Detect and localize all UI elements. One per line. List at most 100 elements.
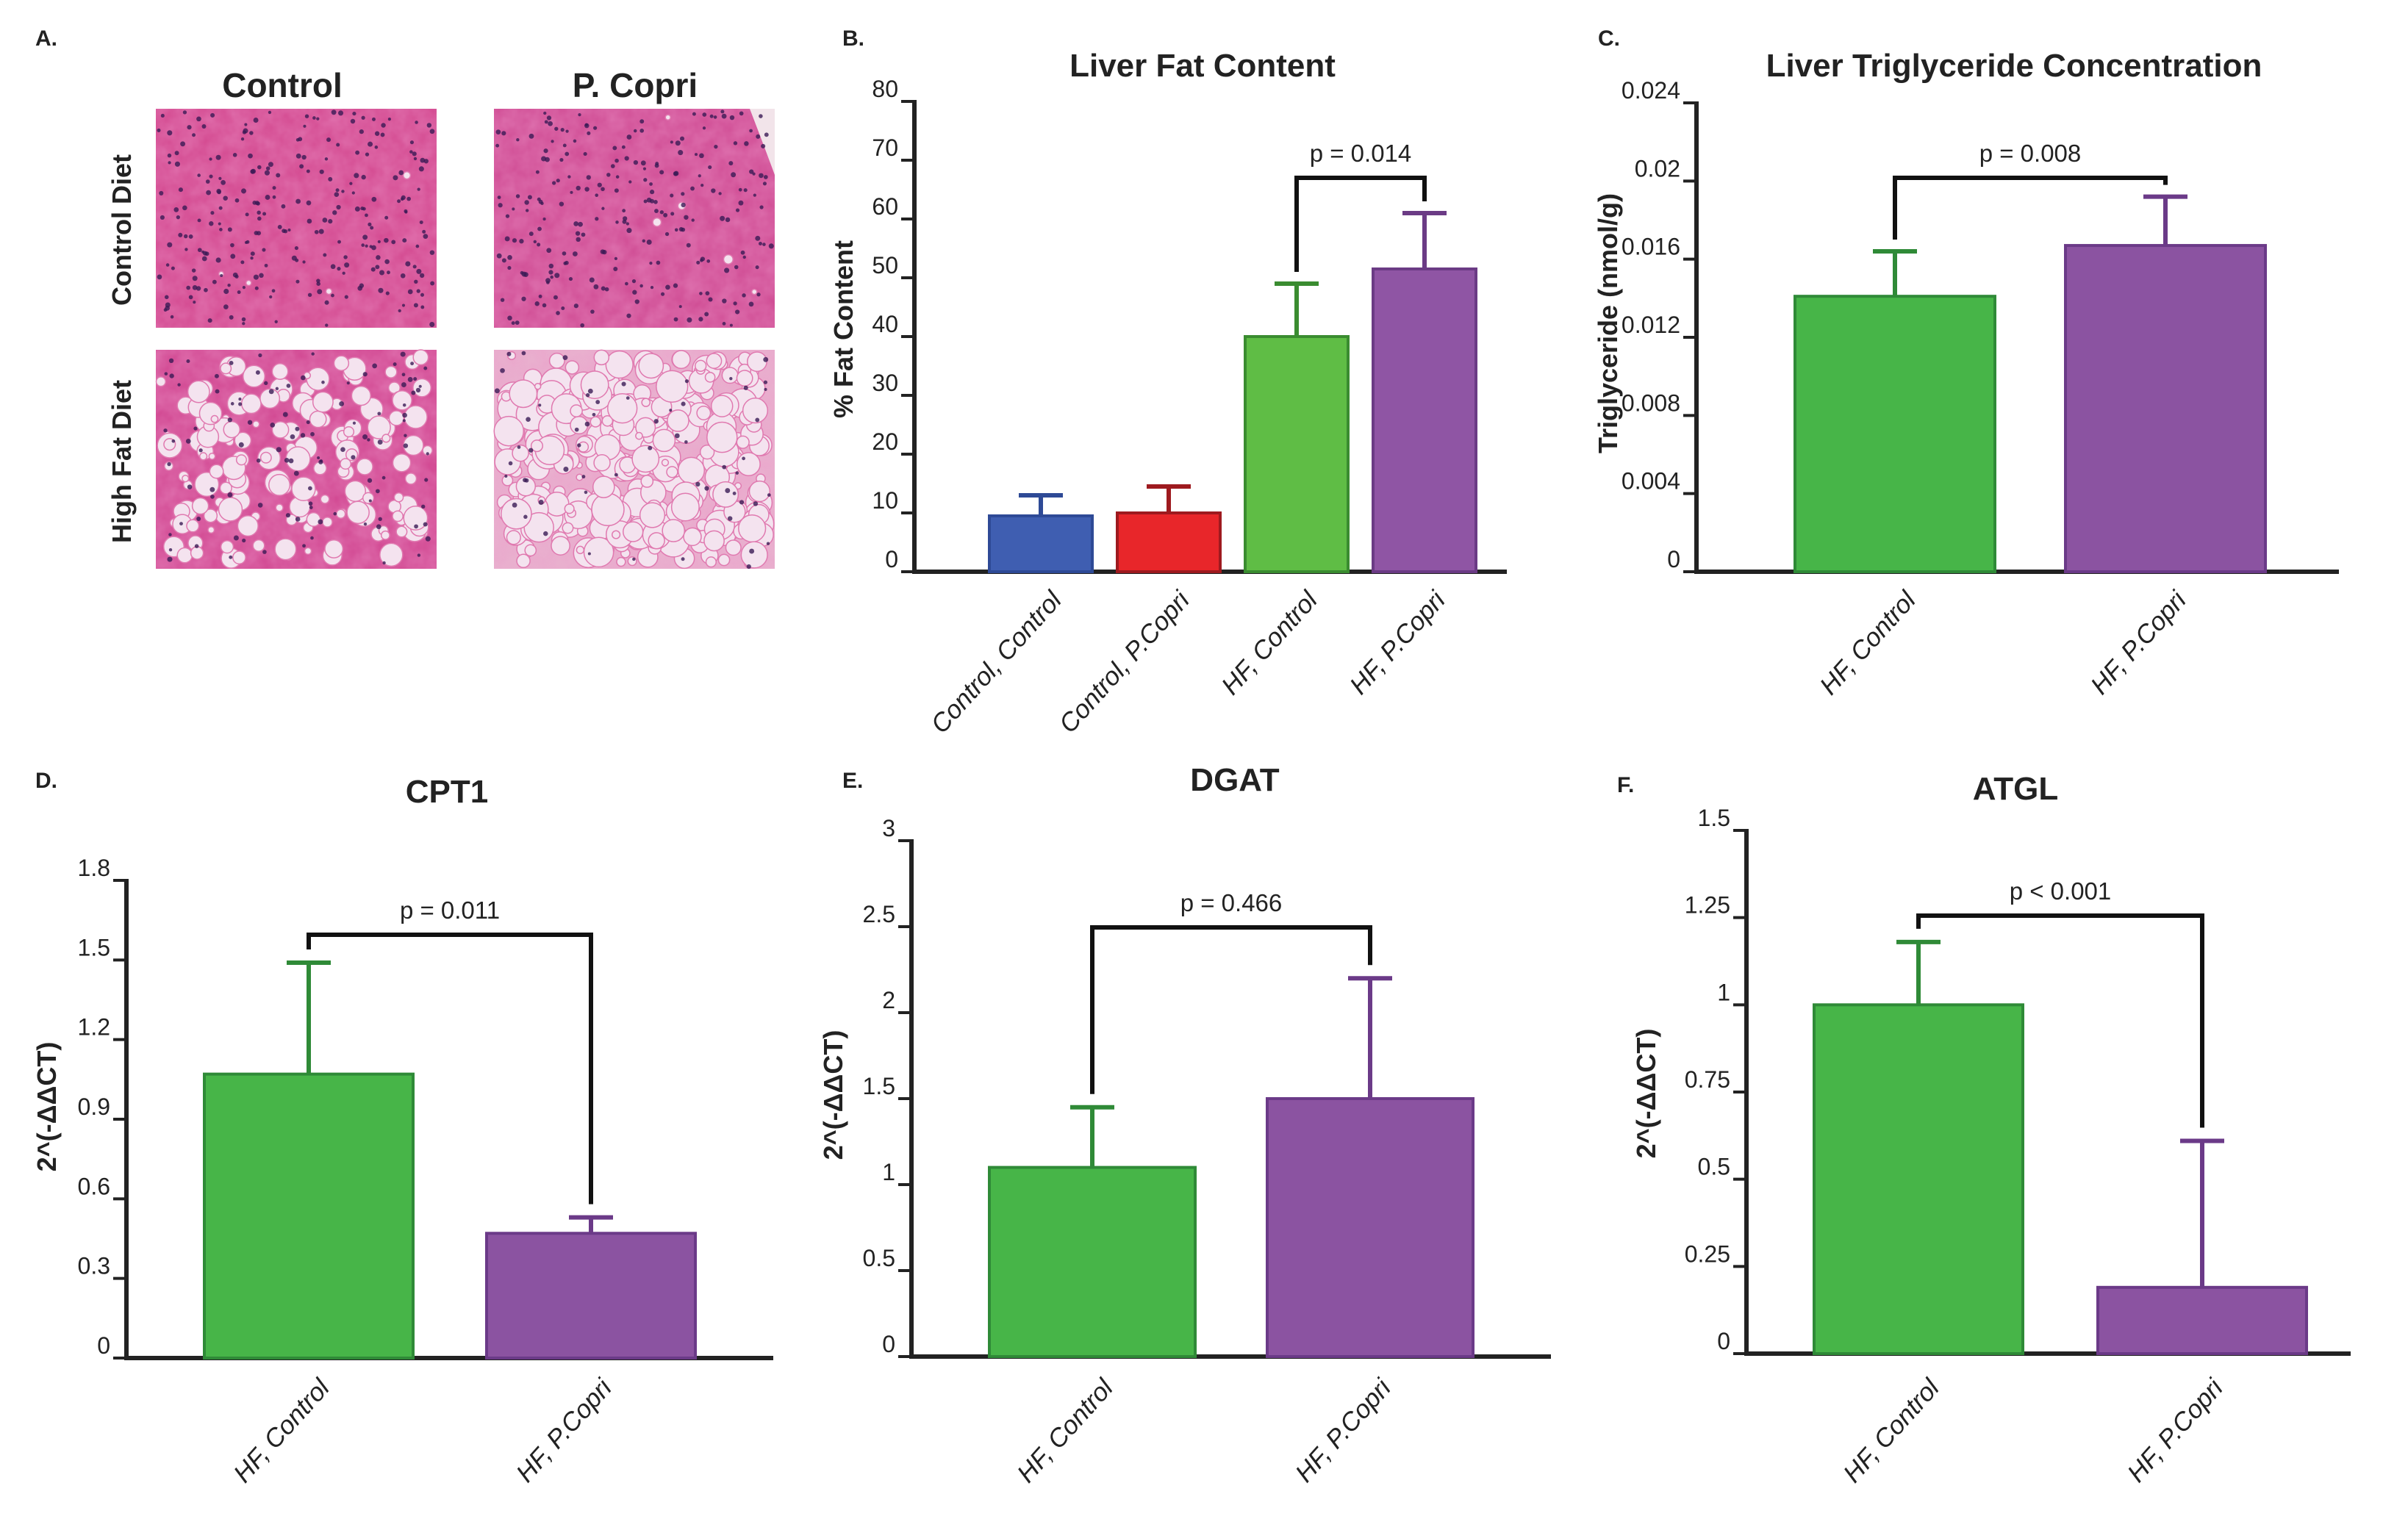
chart-title-c: Liver Triglyceride Concentration	[1766, 48, 2262, 84]
cell-nucleus	[759, 205, 764, 209]
cell-nucleus	[543, 531, 548, 536]
cell-nucleus	[580, 323, 585, 328]
y-tick-label-c: 0.008	[1622, 389, 1680, 416]
cell-nucleus	[528, 133, 534, 139]
fat-vacuole	[742, 398, 769, 424]
fat-vacuole	[548, 352, 565, 369]
cell-nucleus	[407, 289, 413, 295]
fat-vacuole	[252, 539, 265, 552]
fat-vacuole	[616, 556, 626, 567]
cell-nucleus	[212, 279, 217, 284]
cell-nucleus	[642, 239, 645, 243]
cell-nucleus	[381, 123, 386, 128]
cell-nucleus	[735, 208, 740, 212]
cell-nucleus	[173, 207, 179, 212]
cell-nucleus	[337, 110, 344, 116]
cell-nucleus	[589, 277, 595, 283]
cell-nucleus	[708, 297, 713, 302]
fat-vacuole	[631, 445, 660, 473]
cell-nucleus	[255, 370, 260, 375]
cell-nucleus	[610, 164, 615, 168]
y-tick-label-e: 3	[882, 815, 895, 841]
cell-nucleus	[185, 438, 191, 444]
cell-nucleus	[656, 260, 661, 265]
fat-vacuole	[309, 410, 327, 428]
fat-vacuole	[285, 446, 311, 472]
cell-nucleus	[167, 153, 172, 158]
cell-nucleus	[678, 227, 684, 231]
cell-nucleus	[378, 517, 382, 521]
cell-nucleus	[343, 255, 348, 259]
cell-nucleus	[349, 182, 353, 185]
cell-nucleus	[180, 141, 186, 147]
cell-nucleus	[758, 241, 762, 245]
cell-nucleus	[257, 210, 261, 215]
fat-vacuole	[404, 473, 418, 485]
cell-nucleus	[551, 140, 554, 143]
fat-vacuole	[623, 521, 644, 542]
cell-nucleus	[700, 259, 703, 262]
cell-nucleus	[209, 486, 215, 492]
chart-title-d: CPT1	[406, 774, 488, 810]
y-tick-label-b: 20	[872, 428, 898, 455]
cell-nucleus	[240, 260, 245, 265]
y-tick-label-c: 0.02	[1635, 155, 1680, 182]
cell-nucleus	[495, 129, 501, 134]
cell-nucleus	[403, 443, 409, 448]
p-value-label-b: p = 0.014	[1310, 140, 1412, 167]
cell-nucleus	[665, 284, 670, 290]
cell-nucleus	[584, 123, 588, 126]
cell-nucleus	[419, 273, 425, 279]
cell-nucleus	[546, 115, 552, 121]
category-label-e-1: HF, P.Copri	[1290, 1373, 1397, 1487]
chart-title-f: ATGL	[1973, 771, 2059, 807]
fat-vacuole	[524, 544, 537, 557]
fat-vacuole	[237, 514, 259, 537]
cell-nucleus	[639, 128, 645, 133]
cell-nucleus	[543, 111, 547, 115]
cell-nucleus	[160, 113, 165, 118]
cell-nucleus	[272, 186, 276, 190]
cell-nucleus	[387, 118, 392, 121]
cell-nucleus	[251, 168, 257, 174]
y-tick-label-d: 1.5	[78, 934, 110, 960]
cell-nucleus	[704, 486, 709, 491]
cell-nucleus	[363, 522, 368, 526]
cell-nucleus	[537, 226, 542, 231]
cell-nucleus	[334, 192, 340, 198]
cell-nucleus	[698, 174, 701, 178]
cell-nucleus	[308, 486, 312, 491]
cell-nucleus	[377, 412, 381, 416]
p-value-label-f: p < 0.001	[2010, 877, 2112, 905]
cell-nucleus	[504, 474, 508, 478]
cell-nucleus	[626, 222, 630, 226]
fat-vacuole	[748, 480, 771, 503]
cell-nucleus	[762, 182, 767, 186]
y-tick-label-f: 1.5	[1698, 805, 1730, 831]
cell-nucleus	[702, 112, 707, 117]
y-tick-label-d: 1.8	[78, 855, 110, 881]
cell-nucleus	[523, 514, 528, 519]
panel-c: C. Liver Triglyceride Concentration Trigly…	[1593, 26, 2339, 700]
cell-nucleus	[256, 201, 260, 206]
cell-nucleus	[337, 267, 341, 271]
cell-nucleus	[381, 475, 386, 480]
cell-nucleus	[332, 210, 337, 215]
cell-nucleus	[601, 206, 605, 210]
cell-nucleus	[206, 190, 212, 195]
cell-nucleus	[182, 205, 187, 211]
cell-nucleus	[398, 170, 404, 176]
fat-vacuole	[576, 473, 584, 481]
cell-nucleus	[303, 124, 307, 128]
panel-letter-d: D.	[35, 769, 57, 793]
cell-nucleus	[164, 372, 168, 376]
fat-vacuole	[403, 506, 429, 531]
fat-vacuole	[344, 480, 367, 503]
cell-nucleus	[691, 218, 695, 222]
cell-nucleus	[404, 434, 407, 437]
fat-vacuole	[155, 376, 166, 387]
cell-nucleus	[167, 242, 173, 248]
cell-nucleus	[735, 309, 740, 315]
cell-nucleus	[265, 195, 270, 200]
fat-vacuole	[750, 288, 758, 295]
